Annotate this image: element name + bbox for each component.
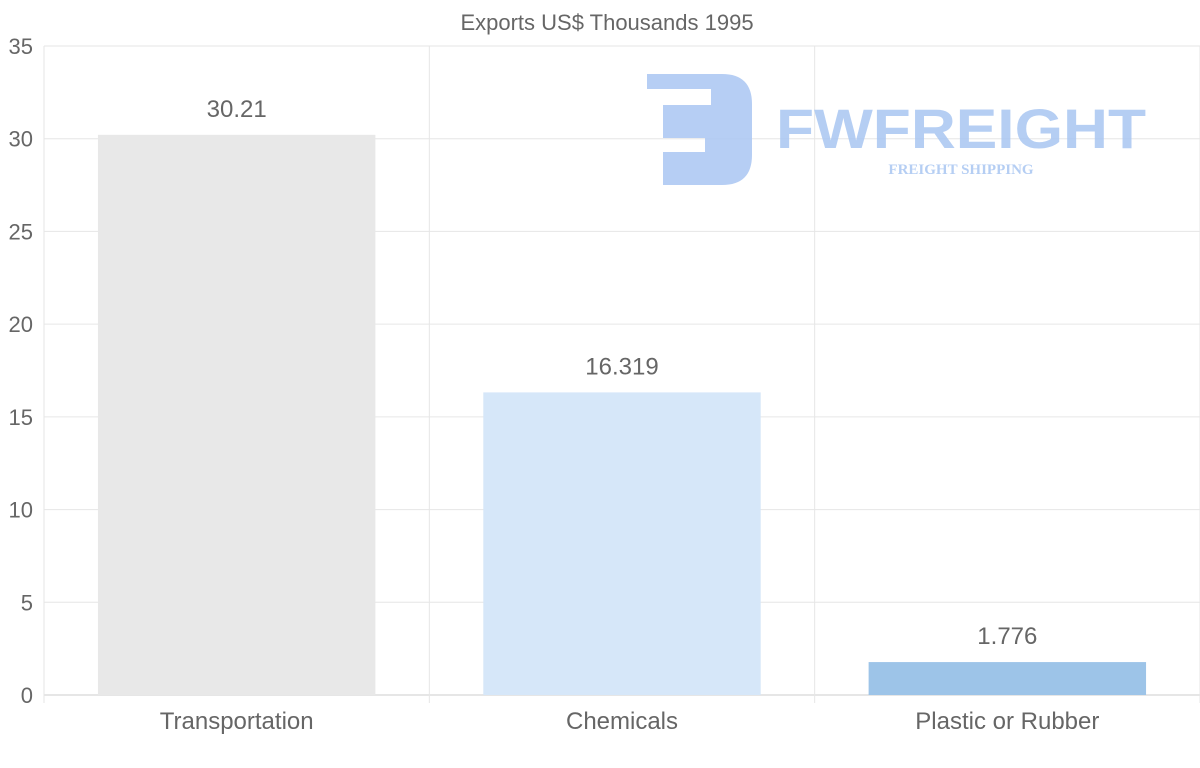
watermark-brand: FWFREIGHT [776, 97, 1146, 160]
data-label: 1.776 [977, 623, 1037, 650]
y-tick-label: 0 [21, 683, 33, 708]
y-tick-label: 25 [9, 219, 33, 244]
logo-mark-icon [647, 74, 752, 185]
x-tick-label: Transportation [160, 708, 314, 735]
bar-plastic-or-rubber [868, 662, 1147, 695]
y-tick-label: 30 [9, 127, 33, 152]
y-tick-label: 15 [9, 405, 33, 430]
labels: 30.21 Transportation 16.319 Chemicals 1.776 P… [160, 96, 1100, 735]
data-label: 16.319 [585, 353, 658, 380]
bars [97, 134, 1147, 695]
watermark-tagline: FREIGHT SHIPPING [888, 162, 1033, 178]
chart-title: Exports US$ Thousands 1995 [460, 10, 753, 35]
x-tick-label: Chemicals [566, 708, 678, 735]
bar-chemicals [483, 392, 761, 695]
fwfreight-watermark-logo: FWFREIGHT FREIGHT SHIPPING [647, 74, 1146, 185]
y-tick-label: 35 [9, 34, 33, 59]
y-tick-label: 10 [9, 498, 33, 523]
y-tick-label: 20 [9, 312, 33, 337]
y-tick-label: 5 [21, 590, 33, 615]
x-tick-label: Plastic or Rubber [915, 708, 1099, 735]
data-label: 30.21 [207, 96, 267, 123]
bar-transportation [97, 134, 376, 695]
